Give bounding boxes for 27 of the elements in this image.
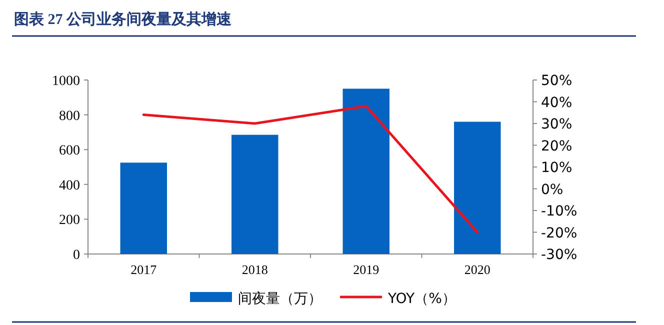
y2-tick-label: 40% <box>541 94 572 111</box>
y2-tick-label: -10% <box>541 204 578 220</box>
x-tick-label: 2018 <box>242 262 268 277</box>
x-tick-label: 2020 <box>464 262 490 277</box>
chart-title: 图表 27 公司业务间夜量及其增速 <box>14 10 232 28</box>
y2-tick-label: 0% <box>541 182 564 198</box>
y2-tick-label: 20% <box>541 138 572 154</box>
bar <box>342 88 390 254</box>
bar <box>232 134 278 254</box>
x-tick-label: 2017 <box>130 262 158 277</box>
bar <box>120 162 167 254</box>
y2-tick-label: 30% <box>541 116 572 132</box>
legend-label: YOY（%） <box>387 291 456 307</box>
y-tick-label: 200 <box>59 213 80 228</box>
y2-tick-label: 50% <box>541 73 572 89</box>
y-tick-label: 400 <box>59 178 80 194</box>
x-tick-label: 2019 <box>353 262 380 277</box>
y2-tick-label: -30% <box>541 247 578 263</box>
line-series <box>142 104 479 234</box>
y-tick-label: 600 <box>59 144 80 159</box>
y-tick-label: 1000 <box>52 74 80 89</box>
legend-label: 间夜量（万） <box>238 291 322 307</box>
y-tick-label: 800 <box>59 108 80 124</box>
y2-tick-label: 10% <box>541 160 572 176</box>
y2-tick-label: -20% <box>541 225 578 242</box>
y-tick-label: 0 <box>73 248 80 263</box>
bar <box>454 122 501 254</box>
